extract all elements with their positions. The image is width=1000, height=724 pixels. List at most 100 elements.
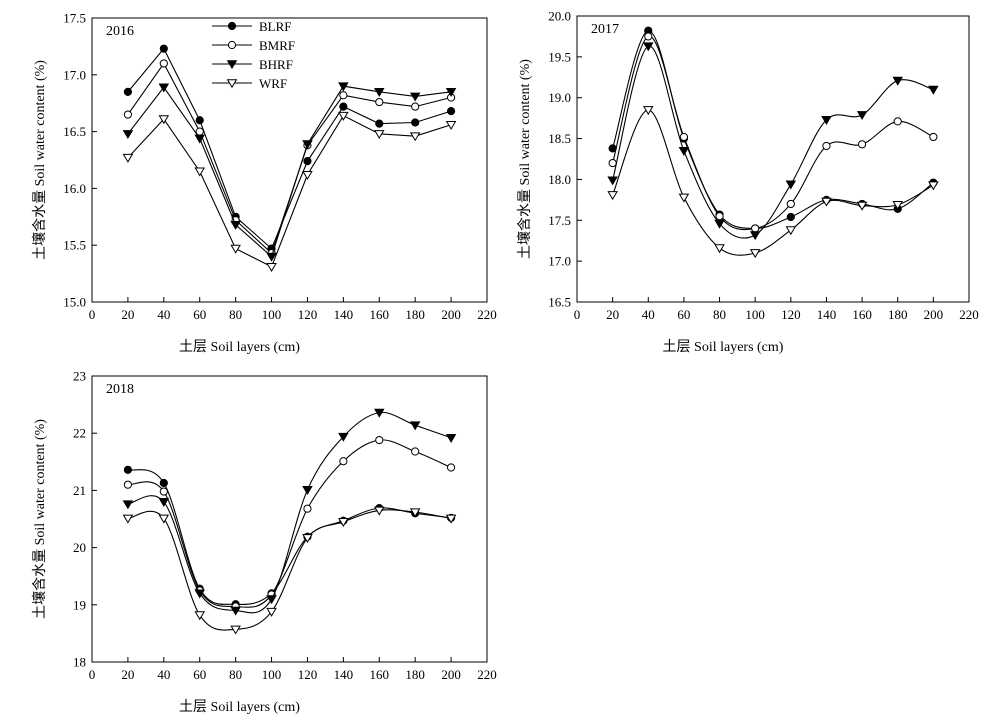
x-tick-label: 160 (370, 307, 390, 322)
series-bmrf (608, 32, 938, 233)
data-point (445, 120, 457, 130)
x-tick-label: 20 (606, 307, 619, 322)
data-point (714, 244, 725, 254)
x-tick-label: 40 (157, 667, 170, 682)
series-bhrf (607, 42, 939, 241)
y-tick-label: 17.0 (63, 67, 86, 82)
y-tick-label: 18.5 (548, 131, 571, 146)
data-point (303, 157, 312, 166)
x-tick-label: 40 (642, 307, 655, 322)
data-point (409, 508, 421, 518)
plot-frame (91, 17, 488, 303)
y-tick-label: 15.5 (63, 238, 86, 253)
legend-label: BLRF (259, 19, 292, 34)
data-point (338, 432, 349, 442)
data-point (339, 91, 348, 100)
x-tick-label: 0 (89, 307, 96, 322)
data-point (302, 486, 313, 495)
series-line (127, 85, 452, 258)
series-wrf (607, 106, 939, 259)
data-point (230, 625, 241, 635)
x-tick-label: 60 (677, 307, 690, 322)
legend: BLRF BMRF BHRF WRF (212, 19, 295, 91)
panel-title: 2018 (106, 382, 134, 397)
data-point (375, 119, 384, 128)
data-point (857, 140, 867, 149)
legend-marker (226, 79, 238, 89)
data-point (194, 611, 206, 621)
data-point (608, 158, 617, 168)
data-point (159, 44, 168, 53)
x-tick-label: 220 (477, 667, 497, 682)
x-tick-label: 120 (298, 667, 318, 682)
panel-2018: 0 20 40 60 80 100 120 140 160 180 200 220 18 19 20 21 22… (31, 369, 497, 716)
legend-marker (227, 40, 237, 50)
data-point (338, 82, 349, 92)
y-tick-label: 19.5 (548, 49, 571, 64)
data-point (266, 595, 277, 605)
data-point (679, 132, 689, 142)
series-line (612, 109, 934, 256)
data-point (158, 115, 170, 125)
data-point (158, 514, 170, 524)
x-tick-label: 40 (157, 307, 170, 322)
data-point (339, 457, 348, 466)
x-tick-label: 200 (924, 307, 944, 322)
data-point (411, 118, 420, 127)
y-tick-label: 16.5 (548, 295, 571, 310)
data-point (338, 518, 349, 528)
x-tick-label: 60 (193, 307, 206, 322)
y-tick-label: 20.0 (548, 9, 571, 24)
data-point (446, 107, 456, 116)
series-line (127, 439, 452, 608)
x-tick-label: 180 (888, 307, 908, 322)
data-point (302, 170, 313, 180)
x-tick-label: 100 (262, 307, 282, 322)
data-point (751, 224, 760, 233)
data-point (373, 408, 385, 418)
data-point (123, 465, 133, 474)
data-point (303, 504, 312, 513)
series-bhrf (122, 82, 457, 262)
data-point (715, 212, 724, 221)
data-point (230, 220, 241, 230)
series-line (127, 62, 452, 255)
data-point (642, 42, 654, 52)
data-point (445, 88, 457, 98)
x-tick-label: 80 (229, 307, 242, 322)
data-point (375, 97, 384, 107)
x-tick-label: 200 (441, 667, 461, 682)
panel-2016: 0 20 40 60 80 100 120 140 160 180 200 220 15.0 15.5 16… (31, 11, 497, 356)
y-tick-label: 17.5 (63, 11, 86, 26)
x-tick-label: 200 (441, 307, 461, 322)
x-tick-label: 60 (193, 667, 206, 682)
data-point (822, 141, 831, 151)
data-point (159, 487, 168, 496)
data-point (928, 181, 939, 191)
plot-frame (91, 375, 488, 663)
y-tick-label: 17.5 (548, 213, 571, 228)
data-point (159, 59, 168, 68)
data-point (266, 262, 277, 272)
data-point (230, 244, 241, 254)
data-point (373, 88, 385, 98)
data-point (409, 132, 421, 142)
data-point (195, 116, 204, 125)
y-tick-label: 16.0 (63, 181, 86, 196)
y-axis-label: 土壤含水量 Soil water content (%) (31, 60, 48, 260)
x-tick-label: 140 (334, 667, 354, 682)
legend-marker (226, 60, 238, 70)
data-point (302, 140, 313, 150)
data-point (123, 87, 133, 96)
y-tick-label: 22 (73, 426, 86, 441)
x-tick-label: 80 (713, 307, 726, 322)
y-tick-label: 15.0 (63, 295, 86, 310)
data-point (786, 212, 795, 222)
legend-item: BLRF (212, 19, 292, 34)
data-point (714, 219, 725, 229)
data-point (786, 199, 795, 209)
data-point (375, 435, 384, 445)
data-point (678, 147, 690, 156)
y-tick-label: 17.0 (548, 254, 571, 269)
